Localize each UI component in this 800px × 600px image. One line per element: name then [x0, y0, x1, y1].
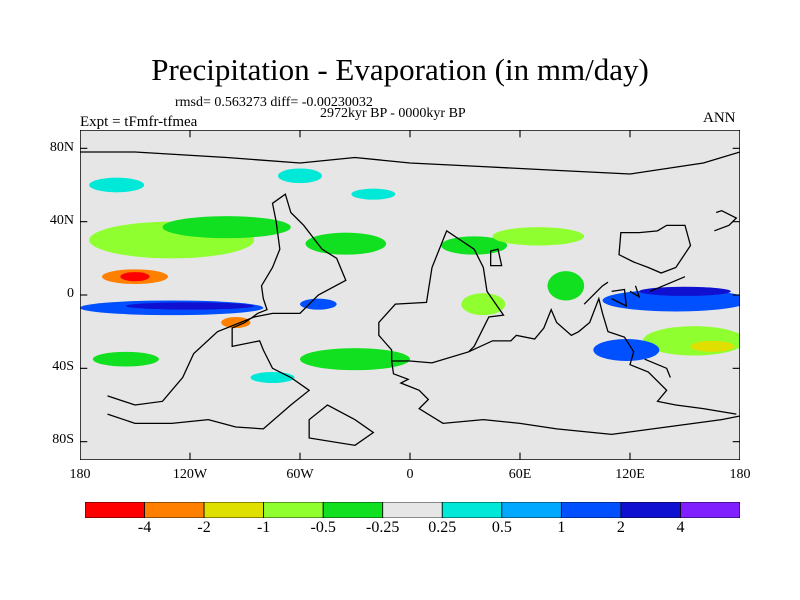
colorbar-label: -0.25 [366, 519, 400, 536]
field-red [120, 272, 150, 282]
colorbar-label: -2 [197, 519, 211, 536]
africa-coast [378, 229, 505, 364]
field-indian-green [547, 271, 585, 301]
field-north-pacific-yellow [690, 340, 735, 352]
field-warm-pool [639, 286, 731, 296]
colorbar-swatch [322, 502, 384, 518]
colorbar-label: 4 [676, 519, 685, 536]
madagascar-coast [490, 248, 503, 267]
colorbar-swatch [620, 502, 681, 518]
new-zealand-coast [714, 209, 738, 232]
field-north-atlantic [300, 348, 410, 371]
map-ticks [80, 130, 740, 460]
colorbar-swatch [560, 502, 622, 518]
season-label: ANN [703, 110, 736, 126]
x-tick-120w: 120W [172, 467, 208, 482]
field-indian-south [492, 227, 585, 246]
americas-coast [107, 193, 347, 430]
y-tick-eq: 0 [67, 286, 74, 301]
eurasia-north-coast [391, 360, 740, 435]
pe-fields [80, 168, 740, 383]
colorbar-label: -1 [256, 519, 271, 536]
field-cyan-north [250, 372, 295, 383]
australia-coast [618, 224, 692, 274]
map-title: Precipitation - Evaporation (in mm/day) [151, 52, 649, 87]
rmsd-stats: rmsd= 0.563273 diff= -0.00230032 [175, 95, 373, 110]
colorbar-swatch [501, 502, 562, 518]
colorbar-label: 0.5 [491, 519, 512, 536]
asia-south-coast [468, 296, 737, 415]
y-tick-40s: 40S [52, 359, 74, 374]
x-tick-0: 0 [406, 467, 414, 482]
x-tick-180w: 180 [69, 467, 91, 482]
field-cyan-south [351, 188, 396, 200]
field-cyan-sw-pacific [89, 177, 145, 193]
field-amazon [300, 298, 337, 310]
world-map [80, 130, 740, 460]
colorbar-swatch [144, 502, 205, 518]
colorbar-label: 1 [557, 519, 566, 536]
greenland-coast [308, 404, 375, 447]
field-east-africa [461, 293, 506, 316]
colorbar-label: 2 [616, 519, 625, 536]
colorbar-swatch [263, 502, 324, 518]
colorbar-label: -4 [137, 519, 152, 536]
y-tick-80n: 80N [49, 140, 74, 155]
x-tick-60w: 60W [286, 467, 314, 482]
field-central-america [221, 317, 251, 328]
x-tick-60e: 60E [508, 467, 532, 482]
colorbar [85, 502, 740, 518]
maritime-continent-coast [583, 276, 686, 378]
field-south-pacific [162, 216, 291, 239]
colorbar-swatch [382, 502, 443, 518]
field-south-atlantic [305, 232, 387, 255]
y-tick-40n: 40N [49, 213, 74, 228]
field-npac-green [92, 351, 159, 367]
field-south-africa [441, 236, 508, 255]
field-drake [278, 168, 322, 184]
field-itcz-core [125, 302, 255, 310]
colorbar-swatch [680, 502, 740, 518]
colorbar-swatch [441, 502, 503, 518]
colorbar-label: -0.5 [310, 519, 336, 536]
colorbar-swatch [203, 502, 265, 518]
time-period: 2972kyr BP - 0000kyr BP [320, 106, 466, 121]
experiment-label: Expt = tFmfr-tfmea [80, 114, 198, 130]
colorbar-label: 0.25 [428, 519, 457, 536]
antarctica-coast [80, 151, 740, 175]
colorbar-swatch [85, 502, 145, 518]
y-tick-80s: 80S [52, 432, 74, 447]
x-tick-120e: 120E [615, 467, 645, 482]
x-tick-180e: 180 [729, 467, 751, 482]
field-east-asia [593, 339, 660, 361]
coastlines [80, 151, 740, 447]
